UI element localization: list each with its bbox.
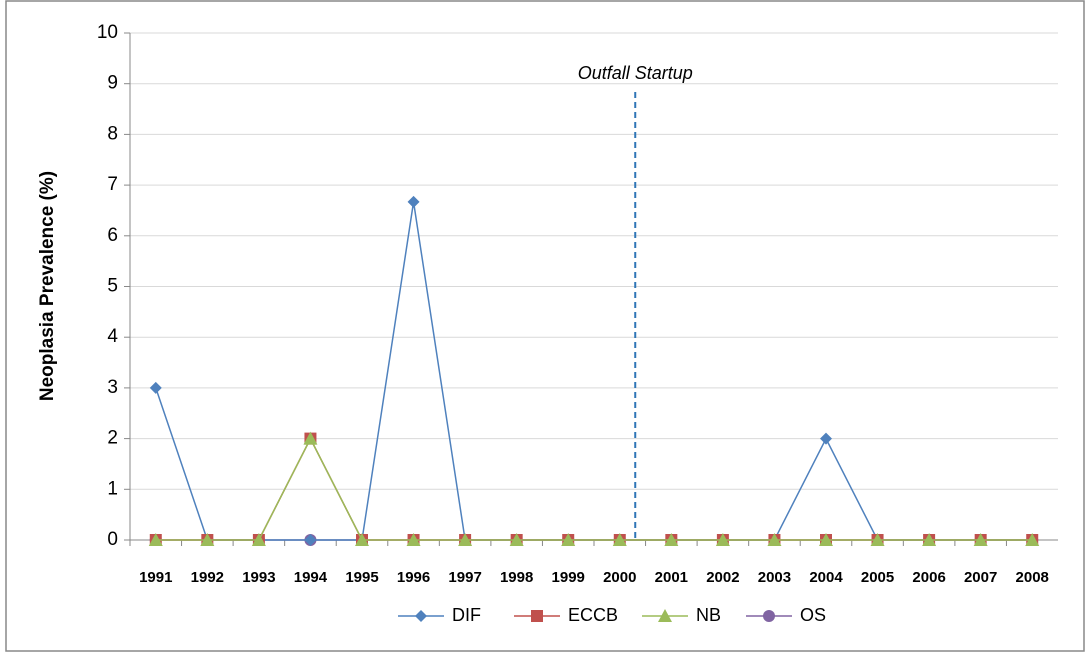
- marker: [561, 533, 576, 546]
- x-tick-label: 1991: [139, 569, 172, 586]
- marker: [148, 533, 163, 546]
- y-tick-label: 4: [107, 326, 118, 347]
- marker: [406, 533, 421, 546]
- legend-item: ECCB: [514, 605, 618, 625]
- x-tick-label: 2001: [655, 569, 688, 586]
- marker: [200, 533, 215, 546]
- legend-label: DIF: [452, 605, 481, 625]
- y-tick-label: 10: [97, 22, 118, 43]
- marker: [304, 534, 317, 546]
- marker: [763, 610, 775, 622]
- y-tick-label: 5: [107, 276, 118, 297]
- marker: [658, 609, 672, 622]
- x-tick-label: 2005: [861, 569, 894, 586]
- y-tick-label: 8: [107, 123, 118, 144]
- y-tick-label: 1: [107, 478, 118, 499]
- x-tick-label: 1997: [448, 569, 481, 586]
- x-tick-label: 1992: [191, 569, 224, 586]
- marker: [664, 533, 679, 546]
- x-tick-label: 2003: [758, 569, 791, 586]
- marker: [458, 533, 473, 546]
- x-tick-label: 2002: [706, 569, 739, 586]
- y-axis-label: Neoplasia Prevalence (%): [37, 171, 58, 401]
- x-tick-label: 2004: [809, 569, 843, 586]
- marker: [767, 533, 782, 546]
- marker: [870, 533, 885, 546]
- x-tick-label: 2007: [964, 569, 997, 586]
- x-tick-label: 1999: [552, 569, 585, 586]
- x-tick-label: 1994: [294, 569, 328, 586]
- marker: [149, 381, 162, 394]
- y-tick-label: 2: [107, 428, 118, 449]
- marker: [407, 195, 420, 208]
- x-tick-label: 1998: [500, 569, 533, 586]
- marker: [415, 610, 427, 622]
- legend-label: ECCB: [568, 605, 618, 625]
- marker: [303, 431, 318, 445]
- marker: [973, 533, 988, 546]
- x-tick-label: 2000: [603, 569, 636, 586]
- marker: [715, 533, 730, 546]
- legend-label: NB: [696, 605, 721, 625]
- marker: [509, 533, 524, 546]
- marker: [531, 610, 543, 622]
- marker: [819, 533, 833, 546]
- y-tick-label: 9: [107, 73, 118, 94]
- chart-frame: [5, 0, 1085, 652]
- marker: [1025, 533, 1040, 546]
- marker: [355, 533, 369, 546]
- series-line: [155, 436, 1033, 541]
- x-tick-label: 1993: [242, 569, 275, 586]
- x-tick-label: 1995: [345, 569, 378, 586]
- marker: [251, 533, 266, 546]
- marker: [820, 432, 832, 445]
- legend-item: DIF: [398, 605, 481, 625]
- annotation-label: Outfall Startup: [578, 63, 693, 83]
- y-tick-label: 3: [107, 377, 118, 398]
- x-tick-label: 1996: [397, 569, 430, 586]
- x-tick-label: 2006: [912, 569, 945, 586]
- marker: [612, 533, 627, 546]
- y-tick-label: 7: [107, 174, 118, 195]
- legend-item: NB: [642, 605, 721, 625]
- marker: [922, 533, 937, 546]
- y-tick-label: 0: [107, 529, 118, 550]
- series: [148, 431, 1040, 546]
- legend-item: OS: [746, 605, 826, 625]
- legend-label: OS: [800, 605, 826, 625]
- y-tick-label: 6: [107, 225, 118, 246]
- x-tick-label: 2008: [1016, 569, 1049, 586]
